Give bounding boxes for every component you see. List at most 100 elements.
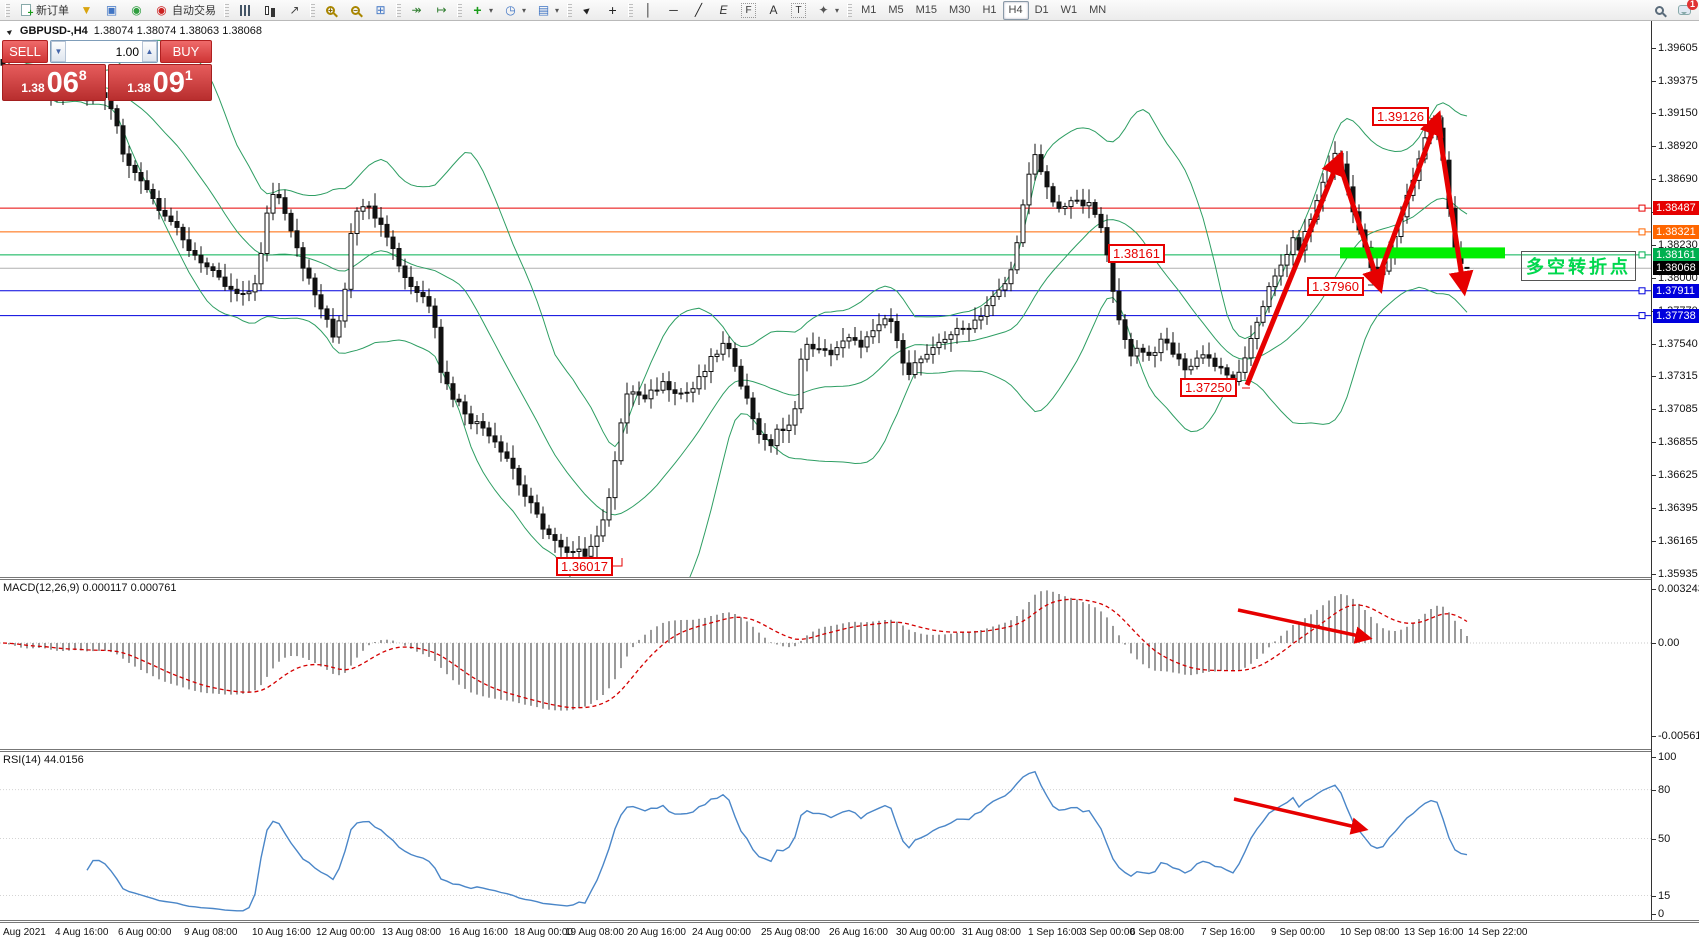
time-tick: 7 Sep 16:00 [1201,927,1255,938]
candlestick-chart-button[interactable] [257,1,282,20]
bollinger-bands[interactable] [8,39,1468,577]
auto-trading-button[interactable]: ◉ 自动交易 [149,1,221,20]
ind-plus-icon: + [473,1,482,18]
tf-m5-button[interactable]: M5 [888,4,904,16]
tf-mn-button[interactable]: MN [1089,4,1107,16]
tick-mark [1652,757,1656,758]
tf-h1-button[interactable]: H1 [982,4,997,16]
indicators-button[interactable]: + ▾ [465,1,498,20]
tick-mark [1652,344,1656,345]
zoom-in-button[interactable]: + [318,1,343,20]
volume-increase-button[interactable]: ▲ [142,41,157,62]
trend-arrow[interactable] [1244,150,1345,386]
bar-chart-button[interactable] [232,1,257,20]
pane-separator[interactable] [0,749,1699,752]
templates-button[interactable]: ▤ ▾ [531,1,564,20]
vertical-line-button[interactable]: │ [636,1,661,20]
price-tick: -0.005616 [1658,730,1699,743]
tile-windows-button[interactable]: ⊞ [368,1,393,20]
turning-point-note[interactable]: 多空转折点 [1521,251,1636,281]
search-button[interactable] [1647,1,1672,20]
price-annotation-label[interactable]: 1.36017 [556,557,613,576]
price-annotation-label[interactable]: 1.38161 [1108,244,1165,263]
notification-badge: 1 [1687,0,1698,10]
price-axis-label: 1.38161 [1653,247,1699,262]
periods-button[interactable]: ◷ ▾ [498,1,531,20]
arrows-button[interactable]: ✦ ▾ [811,1,844,20]
volume-stepper: ▼ ▲ [50,40,158,63]
data-window-button[interactable]: ▣ [99,1,124,20]
tf-h4-button[interactable]: H4 [1002,0,1029,20]
tf-d1-button[interactable]: D1 [1034,4,1049,16]
ask-price-display[interactable]: 1.38 09 1 [108,64,212,101]
rsi-trend-arrow[interactable] [1233,797,1369,835]
line-chart-button[interactable]: ↗ [282,1,307,20]
level-handle[interactable] [1638,228,1646,236]
tick-mark [1652,178,1656,180]
tf-m30-button[interactable]: M30 [949,4,971,16]
trend-arrows[interactable] [1244,110,1474,386]
chart-shift-button[interactable]: ↦ [429,1,454,20]
tf-w1-button[interactable]: W1 [1060,4,1078,16]
notifications-button[interactable]: 1 [1672,0,1698,20]
tf-m15-button[interactable]: M15 [915,4,938,16]
chat-icon: 1 [1677,0,1698,18]
time-tick: 26 Aug 16:00 [829,927,888,938]
level-handle[interactable] [1638,312,1646,320]
trend-arrow[interactable] [1376,110,1444,277]
level-handle[interactable] [1638,287,1646,295]
ask-big-digits: 09 [152,67,185,99]
auto-trading-button-label: 自动交易 [172,5,216,17]
auto-scroll-button[interactable]: ↠ [404,1,429,20]
highlight-zone-bar[interactable] [1340,247,1505,259]
sell-button[interactable]: SELL [2,40,48,63]
tick-mark [1652,508,1656,510]
time-tick: 10 Aug 16:00 [252,927,311,938]
bid-price-display[interactable]: 1.38 06 8 [2,64,106,101]
trend-arrow[interactable] [1436,129,1474,297]
pane-separator[interactable] [0,577,1699,580]
time-tick: 20 Aug 16:00 [627,927,686,938]
new-order-button[interactable]: + 新订单 [13,1,74,20]
price-tick: 1.37315 [1658,370,1698,383]
volume-input[interactable] [66,41,142,62]
price-axis-label: 1.37911 [1653,283,1699,298]
one-click-trade-panel: SELL ▼ ▲ BUY 1.38 06 8 1.38 09 1 [2,40,212,101]
crosshair-icon: + [608,1,617,18]
macd-pane[interactable] [0,580,1651,749]
horizontal-line-button[interactable]: ─ [661,1,686,20]
text-label-button[interactable]: T [786,1,811,20]
news-button[interactable]: ◉ [124,1,149,20]
market-watch-button[interactable]: ▼ [74,1,99,20]
cursor-button[interactable]: ► [575,1,600,20]
trendline-button[interactable]: ╱ [686,1,711,20]
trend-arrow[interactable] [1338,167,1387,294]
price-annotation-label[interactable]: 1.37250 [1180,378,1237,397]
time-tick: 6 Sep 08:00 [1130,927,1184,938]
equidistant-channel-button[interactable]: E [711,1,736,20]
search-icon [1652,3,1667,18]
fibonacci-button[interactable]: F [736,1,761,20]
price-tick: 0.00 [1658,637,1680,649]
text-icon: A [769,2,778,17]
level-handle[interactable] [1638,251,1646,259]
price-annotation-label[interactable]: 1.37960 [1307,277,1364,296]
level-handle[interactable] [1638,204,1646,212]
macd-trend-arrow[interactable] [1237,608,1373,644]
text-button[interactable]: A [761,1,786,20]
price-chart-pane[interactable] [0,21,1651,577]
price-axis[interactable]: 1.39605 1.39375 1.39150 1.38920 1.38690 1.384… [1651,21,1699,920]
price-annotation-label[interactable]: 1.39126 [1372,107,1429,126]
rsi-pane[interactable] [0,752,1651,920]
macd-histogram [8,590,1468,711]
buy-button[interactable]: BUY [160,40,212,63]
vline-icon: │ [644,2,653,17]
bid-big-digits: 06 [46,67,79,99]
volume-decrease-button[interactable]: ▼ [51,41,66,62]
time-tick: 6 Aug 00:00 [118,927,172,938]
zoom-out-button[interactable]: − [343,1,368,20]
time-axis[interactable]: Aug 2021 4 Aug 16:00 6 Aug 00:00 9 Aug 08:0… [0,923,1699,943]
crosshair-button[interactable]: + [600,1,625,20]
tf-m1-button[interactable]: M1 [861,4,877,16]
price-axis-label: 1.38321 [1653,224,1699,239]
